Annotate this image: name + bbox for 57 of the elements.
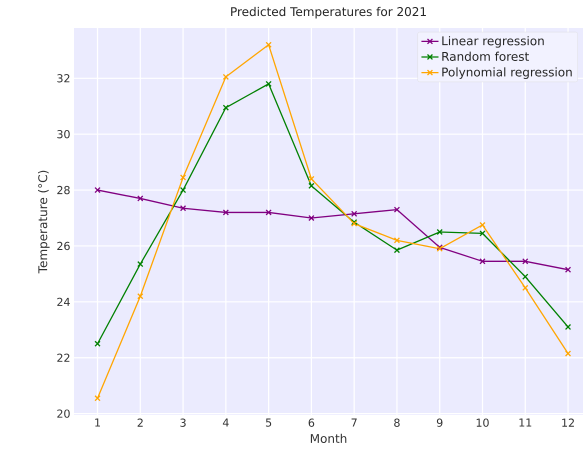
y-tick-label: 32 <box>57 74 70 82</box>
point <box>394 237 400 244</box>
y-axis-title: Temperature (°C) <box>38 170 50 274</box>
point <box>351 210 358 217</box>
x-tick-label: 6 <box>308 418 314 427</box>
y-tick-label: 26 <box>57 242 70 250</box>
point <box>265 209 272 216</box>
x-tick-label: 10 <box>476 418 489 427</box>
legend-label: Random forest <box>442 52 529 61</box>
point <box>479 258 486 264</box>
y-tick-label: 24 <box>57 298 70 306</box>
legend-label: Polynomial regression <box>442 67 572 79</box>
point <box>564 266 572 273</box>
point <box>137 260 144 268</box>
point <box>265 80 272 88</box>
point <box>180 205 186 212</box>
x-tick-label: 11 <box>519 418 532 427</box>
point <box>436 228 443 236</box>
x-tick-label: 1 <box>95 418 100 427</box>
point <box>564 324 572 330</box>
point <box>94 186 101 194</box>
x-tick-label: 9 <box>436 418 442 427</box>
point <box>394 206 400 213</box>
x-tick-label: 2 <box>138 418 143 427</box>
point <box>222 104 229 111</box>
x-tick-label: 4 <box>222 418 229 427</box>
point <box>479 222 486 228</box>
point <box>222 209 229 216</box>
x-tick-label: 5 <box>266 418 272 427</box>
x-tick-label: 3 <box>180 418 186 427</box>
x-tick-label: 8 <box>394 418 400 427</box>
point <box>180 174 186 181</box>
y-tick-label: 20 <box>57 409 70 418</box>
point <box>265 42 272 48</box>
point <box>394 247 400 254</box>
y-tick-label: 30 <box>57 130 70 138</box>
point <box>522 258 528 264</box>
point <box>522 274 528 280</box>
point <box>479 230 486 236</box>
point <box>94 340 101 347</box>
point <box>94 395 101 402</box>
point <box>308 214 315 222</box>
point <box>180 186 186 194</box>
legend-label: Linear regression <box>442 36 544 48</box>
point <box>137 195 144 202</box>
x-axis-title: Month <box>310 434 346 444</box>
x-tick-label: 7 <box>352 418 357 427</box>
chart-title: Predicted Temperatures for 2021 <box>231 6 426 18</box>
point <box>564 350 572 357</box>
x-tick-label: 12 <box>562 418 574 427</box>
point <box>308 182 315 189</box>
y-tick-label: 28 <box>57 186 70 194</box>
point <box>137 293 144 300</box>
point <box>222 74 229 80</box>
point <box>308 176 315 182</box>
point <box>522 284 528 291</box>
y-tick-label: 22 <box>57 354 70 362</box>
